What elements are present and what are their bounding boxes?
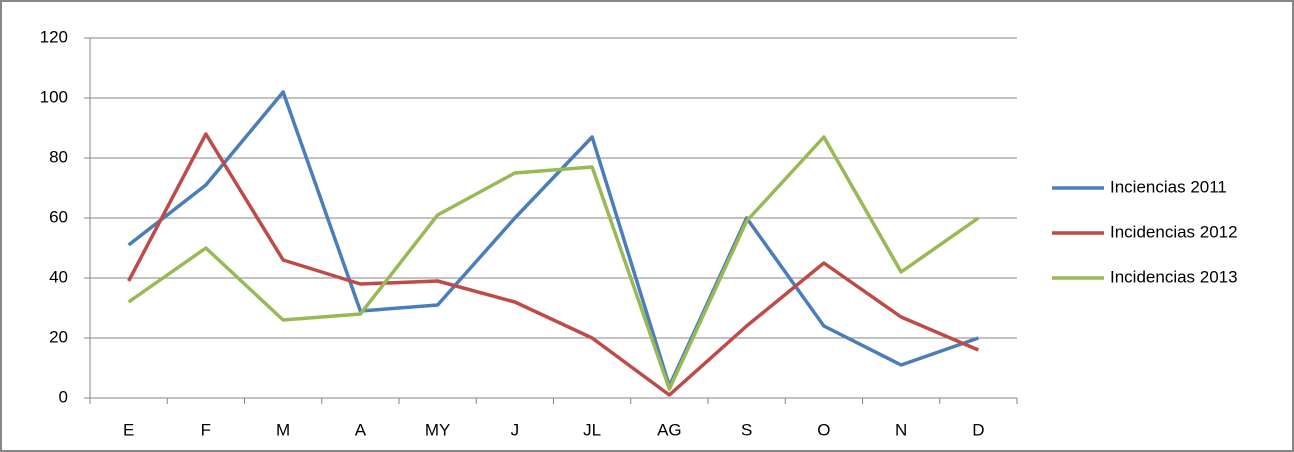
x-tick-label: F: [201, 420, 211, 439]
x-tick-label: A: [355, 420, 367, 439]
y-tick-label: 60: [49, 207, 68, 226]
x-tick-label: D: [972, 420, 984, 439]
y-tick-label: 0: [59, 387, 68, 406]
y-tick-label: 40: [49, 267, 68, 286]
x-tick-label: E: [123, 420, 134, 439]
y-tick-label: 20: [49, 327, 68, 346]
x-tick-label: S: [741, 420, 752, 439]
x-tick-label: J: [511, 420, 520, 439]
x-tick-label: N: [895, 420, 907, 439]
x-tick-label: JL: [583, 420, 601, 439]
x-tick-label: O: [817, 420, 830, 439]
y-tick-label: 120: [40, 27, 68, 46]
legend-label: Inciencias 2011: [1110, 177, 1227, 196]
x-tick-label: M: [276, 420, 290, 439]
x-tick-label: AG: [657, 420, 682, 439]
series-line: [127, 132, 980, 397]
legend-label: Incidencias 2013: [1110, 267, 1238, 286]
y-tick-label: 100: [40, 87, 68, 106]
x-tick-label: MY: [425, 420, 451, 439]
series-line: [127, 135, 980, 391]
y-tick-label: 80: [49, 147, 68, 166]
series-line: [127, 90, 979, 388]
legend-label: Incidencias 2012: [1110, 222, 1238, 241]
